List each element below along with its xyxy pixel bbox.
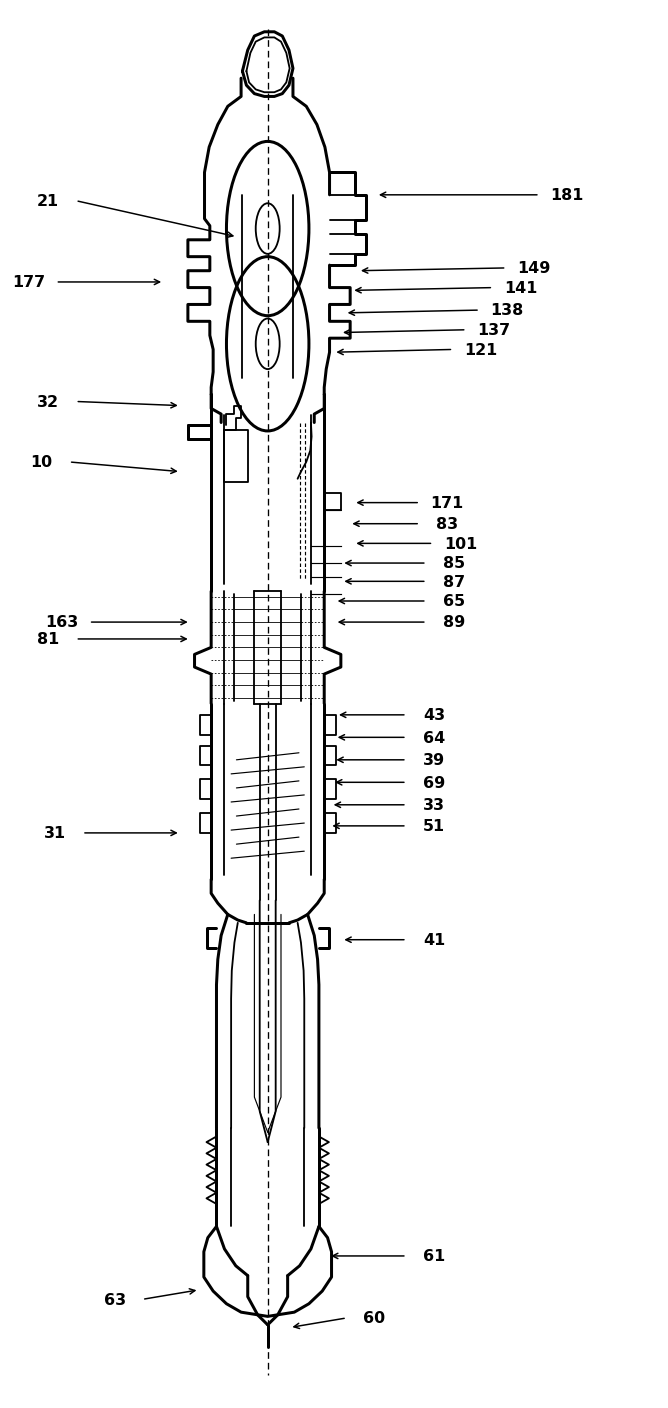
Text: 43: 43 (423, 708, 445, 722)
Text: 83: 83 (436, 517, 458, 532)
Text: 101: 101 (444, 536, 477, 552)
Text: 31: 31 (44, 825, 66, 841)
Text: 85: 85 (443, 556, 465, 572)
Text: 181: 181 (550, 189, 583, 203)
Text: 89: 89 (442, 615, 465, 629)
Text: 63: 63 (104, 1293, 126, 1307)
Text: 138: 138 (490, 303, 524, 318)
Text: 81: 81 (37, 632, 59, 646)
Text: 39: 39 (423, 753, 445, 767)
Text: 69: 69 (423, 776, 445, 790)
Text: 171: 171 (430, 496, 464, 511)
Text: 33: 33 (423, 798, 445, 812)
Text: 51: 51 (423, 818, 445, 834)
Text: 149: 149 (517, 260, 550, 276)
Text: 41: 41 (423, 932, 445, 948)
Text: 10: 10 (31, 455, 53, 470)
Text: 137: 137 (477, 322, 510, 338)
Text: 121: 121 (464, 342, 497, 358)
Text: 65: 65 (443, 594, 465, 608)
Text: 61: 61 (423, 1249, 445, 1263)
Text: 60: 60 (363, 1311, 385, 1325)
Text: 32: 32 (37, 394, 59, 410)
Text: 177: 177 (12, 275, 45, 290)
Text: 21: 21 (37, 194, 59, 208)
Text: 141: 141 (504, 280, 537, 296)
Text: 64: 64 (423, 731, 445, 745)
Text: 163: 163 (45, 615, 78, 629)
Text: 87: 87 (443, 574, 465, 590)
